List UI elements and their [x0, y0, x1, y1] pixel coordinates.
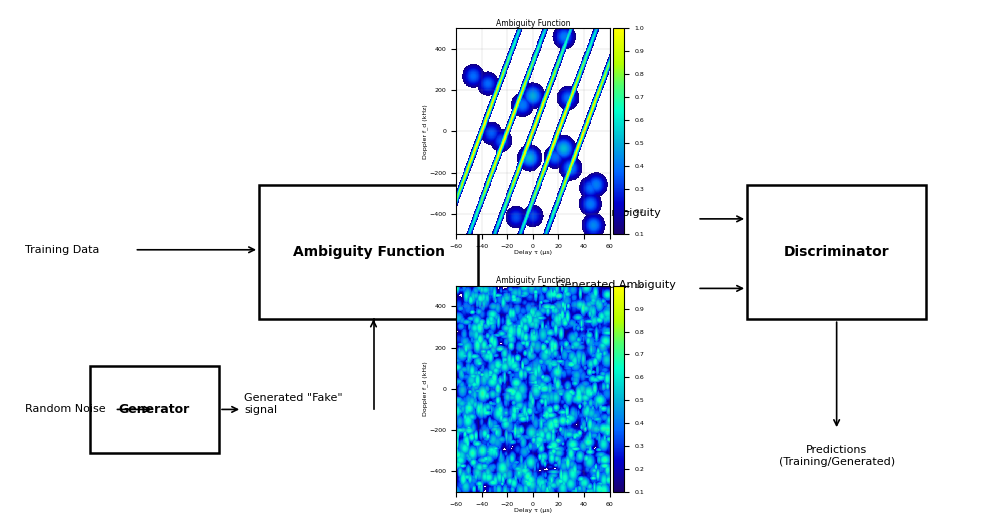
FancyBboxPatch shape	[90, 366, 219, 453]
Text: Random Noise: Random Noise	[25, 404, 106, 415]
Title: Ambiguity Function: Ambiguity Function	[496, 276, 570, 285]
Text: Generated "Fake"
signal: Generated "Fake" signal	[244, 393, 343, 415]
Y-axis label: Doppler f_d (kHz): Doppler f_d (kHz)	[422, 362, 428, 416]
X-axis label: Delay τ (μs): Delay τ (μs)	[514, 250, 552, 255]
Y-axis label: Doppler f_d (kHz): Doppler f_d (kHz)	[422, 104, 428, 159]
Text: Training Data: Training Data	[25, 245, 100, 255]
FancyBboxPatch shape	[259, 185, 478, 319]
Text: Training Ambiguity
Function: Training Ambiguity Function	[556, 208, 660, 230]
FancyBboxPatch shape	[747, 185, 926, 319]
X-axis label: Delay τ (μs): Delay τ (μs)	[514, 508, 552, 513]
Text: Generator: Generator	[119, 403, 190, 416]
Text: Predictions
(Training/Generated): Predictions (Training/Generated)	[779, 445, 894, 467]
Title: Ambiguity Function: Ambiguity Function	[496, 19, 570, 27]
Text: Ambiguity Function: Ambiguity Function	[293, 245, 444, 260]
Text: Generated Ambiguity
Function: Generated Ambiguity Function	[556, 280, 675, 302]
Text: Discriminator: Discriminator	[784, 245, 889, 260]
